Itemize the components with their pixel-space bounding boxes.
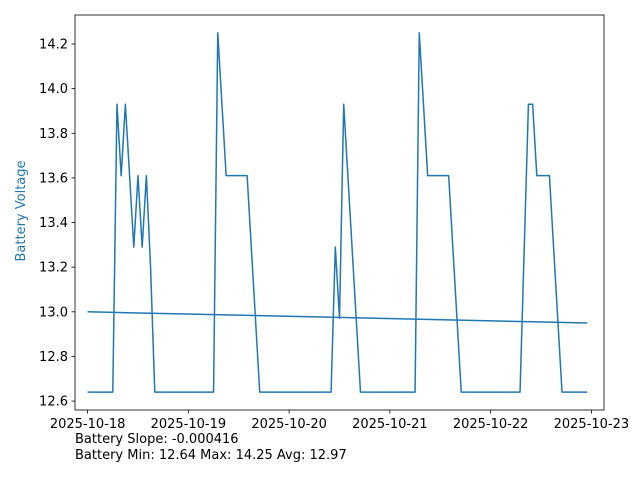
series-layer [87,32,588,393]
y-tick-label: 13.8 [39,127,68,142]
y-tick-label: 13.0 [39,305,68,320]
y-tick-label: 14.2 [39,38,68,53]
x-tick-label: 2025-10-18 [50,417,126,432]
plot-frame [74,14,605,411]
x-tick-label: 2025-10-19 [151,417,227,432]
y-tick-label: 13.6 [39,171,68,186]
x-tick-label: 2025-10-20 [251,417,327,432]
x-tick-label: 2025-10-22 [453,417,529,432]
axes-layer: 12.6 12.8 13.0 13.2 13.4 13.6 13.8 14.0 14.2 2025… [39,14,630,432]
y-axis-label: Battery Voltage [14,160,29,261]
y-tick-label: 12.8 [39,350,68,365]
y-tick-label: 13.2 [39,261,68,276]
battery-voltage-line [87,32,588,393]
x-tick-label: 2025-10-21 [352,417,428,432]
x-tick-label: 2025-10-23 [554,417,630,432]
y-tick-label: 14.0 [39,82,68,97]
y-tick-label: 12.6 [39,395,68,410]
battery-slope-text: Battery Slope: -0.000416 [75,432,239,447]
trend-line [87,311,588,324]
y-tick-label: 13.4 [39,216,68,231]
battery-stats-text: Battery Min: 12.64 Max: 14.25 Avg: 12.97 [75,448,347,463]
